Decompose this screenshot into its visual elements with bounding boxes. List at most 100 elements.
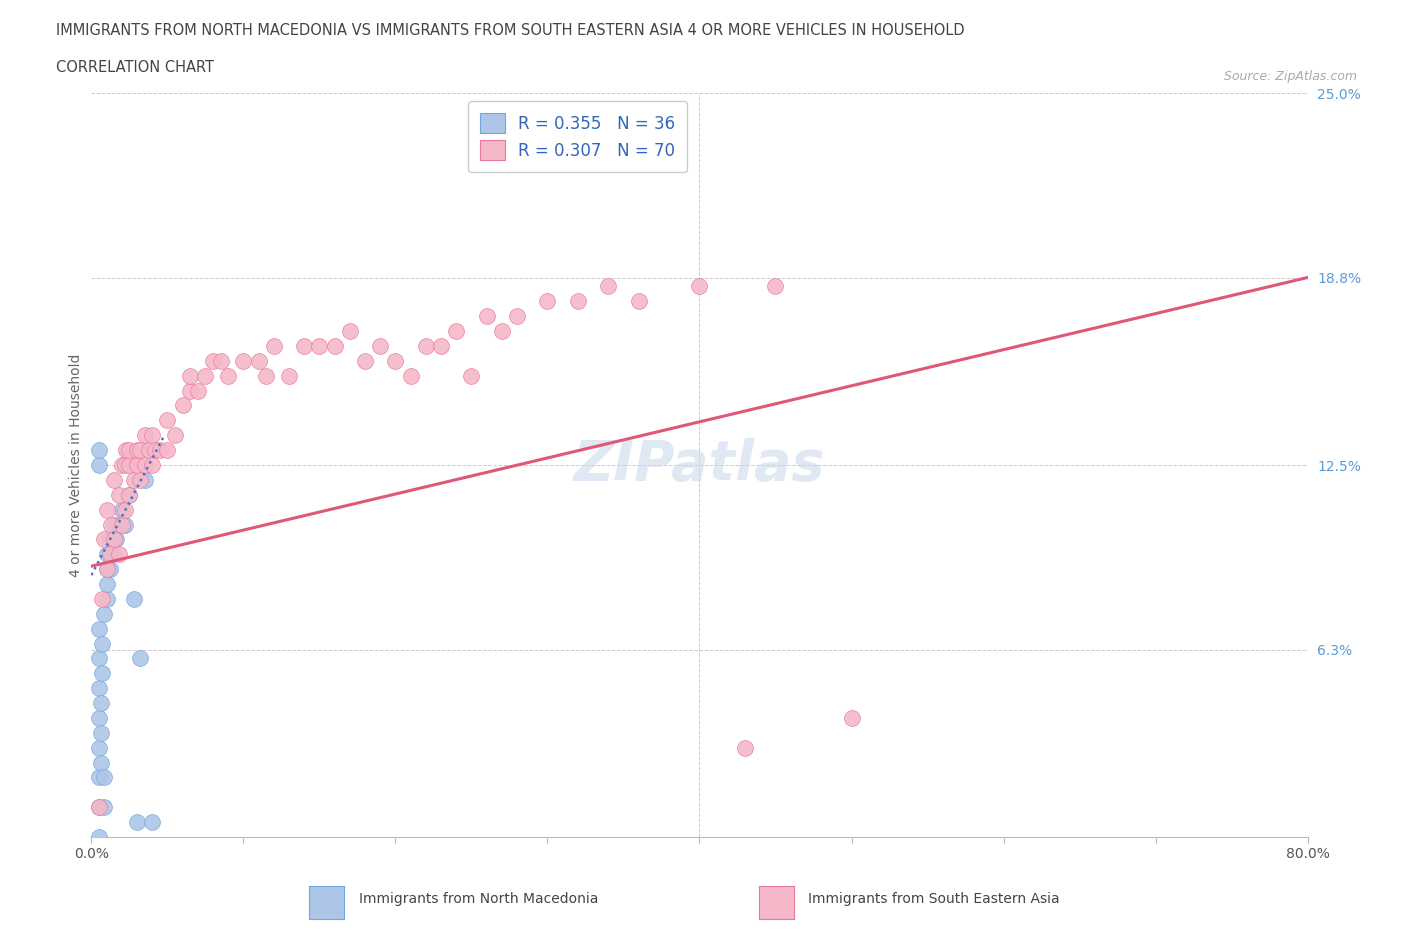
Point bbox=[134, 458, 156, 472]
Text: CORRELATION CHART: CORRELATION CHART bbox=[56, 60, 214, 75]
Point bbox=[734, 740, 756, 755]
Point bbox=[172, 398, 194, 413]
Point bbox=[115, 443, 138, 458]
Point bbox=[209, 353, 232, 368]
Point bbox=[98, 547, 121, 562]
Point bbox=[98, 532, 121, 547]
Point bbox=[87, 443, 110, 458]
Point bbox=[96, 591, 118, 606]
Point bbox=[217, 368, 239, 383]
Point bbox=[98, 562, 121, 577]
Point bbox=[87, 651, 110, 666]
Point bbox=[93, 770, 115, 785]
Point bbox=[567, 294, 589, 309]
Point bbox=[87, 458, 110, 472]
Point bbox=[107, 487, 129, 502]
Point bbox=[627, 294, 650, 309]
Point bbox=[111, 458, 134, 472]
Text: ZIPatlas: ZIPatlas bbox=[574, 438, 825, 492]
Text: Source: ZipAtlas.com: Source: ZipAtlas.com bbox=[1223, 70, 1357, 83]
Point bbox=[103, 472, 125, 487]
Point bbox=[125, 443, 148, 458]
Point bbox=[93, 606, 115, 621]
Point bbox=[278, 368, 301, 383]
Point bbox=[103, 532, 125, 547]
Point bbox=[101, 547, 124, 562]
Point bbox=[384, 353, 406, 368]
Point bbox=[323, 339, 346, 353]
Y-axis label: 4 or more Vehicles in Household: 4 or more Vehicles in Household bbox=[69, 353, 83, 577]
Point bbox=[118, 487, 141, 502]
Point bbox=[103, 517, 125, 532]
Point bbox=[475, 309, 498, 324]
Point bbox=[114, 517, 136, 532]
Point bbox=[254, 368, 277, 383]
Point bbox=[134, 472, 156, 487]
Point bbox=[444, 324, 467, 339]
Point bbox=[87, 740, 110, 755]
Point bbox=[598, 279, 620, 294]
Point bbox=[114, 502, 136, 517]
Point bbox=[688, 279, 710, 294]
Point bbox=[122, 591, 145, 606]
Point bbox=[506, 309, 529, 324]
Point bbox=[149, 443, 172, 458]
Point bbox=[141, 815, 163, 830]
Point bbox=[134, 428, 156, 443]
Point bbox=[187, 383, 209, 398]
Point bbox=[96, 502, 118, 517]
Point bbox=[87, 800, 110, 815]
Point bbox=[232, 353, 254, 368]
Point bbox=[89, 755, 111, 770]
Point bbox=[156, 413, 179, 428]
Legend: R = 0.355   N = 36, R = 0.307   N = 70: R = 0.355 N = 36, R = 0.307 N = 70 bbox=[468, 101, 688, 172]
Point bbox=[179, 383, 201, 398]
Point bbox=[122, 472, 145, 487]
Point bbox=[104, 532, 127, 547]
Point bbox=[143, 443, 166, 458]
Point bbox=[125, 458, 148, 472]
Point bbox=[91, 636, 114, 651]
Point bbox=[138, 443, 160, 458]
Point bbox=[765, 279, 787, 294]
Point bbox=[107, 517, 129, 532]
Point bbox=[96, 577, 118, 591]
Text: Immigrants from South Eastern Asia: Immigrants from South Eastern Asia bbox=[808, 892, 1060, 907]
Point bbox=[263, 339, 285, 353]
Point bbox=[491, 324, 513, 339]
Point bbox=[141, 458, 163, 472]
Point bbox=[354, 353, 377, 368]
Text: IMMIGRANTS FROM NORTH MACEDONIA VS IMMIGRANTS FROM SOUTH EASTERN ASIA 4 OR MORE : IMMIGRANTS FROM NORTH MACEDONIA VS IMMIG… bbox=[56, 23, 965, 38]
Point bbox=[308, 339, 330, 353]
Point bbox=[96, 562, 118, 577]
Point bbox=[179, 368, 201, 383]
Point bbox=[96, 562, 118, 577]
Point bbox=[100, 517, 122, 532]
Point bbox=[415, 339, 437, 353]
Point bbox=[93, 800, 115, 815]
Point bbox=[430, 339, 453, 353]
Text: Immigrants from North Macedonia: Immigrants from North Macedonia bbox=[359, 892, 598, 907]
Point bbox=[125, 815, 148, 830]
Point bbox=[163, 428, 186, 443]
Point bbox=[87, 830, 110, 844]
Point bbox=[111, 502, 134, 517]
Point bbox=[536, 294, 558, 309]
Point bbox=[339, 324, 361, 339]
Point bbox=[460, 368, 482, 383]
Point bbox=[841, 711, 863, 725]
Point bbox=[129, 443, 152, 458]
Point bbox=[194, 368, 217, 383]
Point bbox=[111, 517, 134, 532]
Point bbox=[141, 428, 163, 443]
Point bbox=[247, 353, 270, 368]
Point bbox=[89, 725, 111, 740]
Point bbox=[118, 443, 141, 458]
Point bbox=[96, 547, 118, 562]
Point bbox=[107, 547, 129, 562]
Point bbox=[368, 339, 391, 353]
Point bbox=[91, 591, 114, 606]
Point bbox=[202, 353, 225, 368]
Point bbox=[156, 443, 179, 458]
Point bbox=[118, 487, 141, 502]
